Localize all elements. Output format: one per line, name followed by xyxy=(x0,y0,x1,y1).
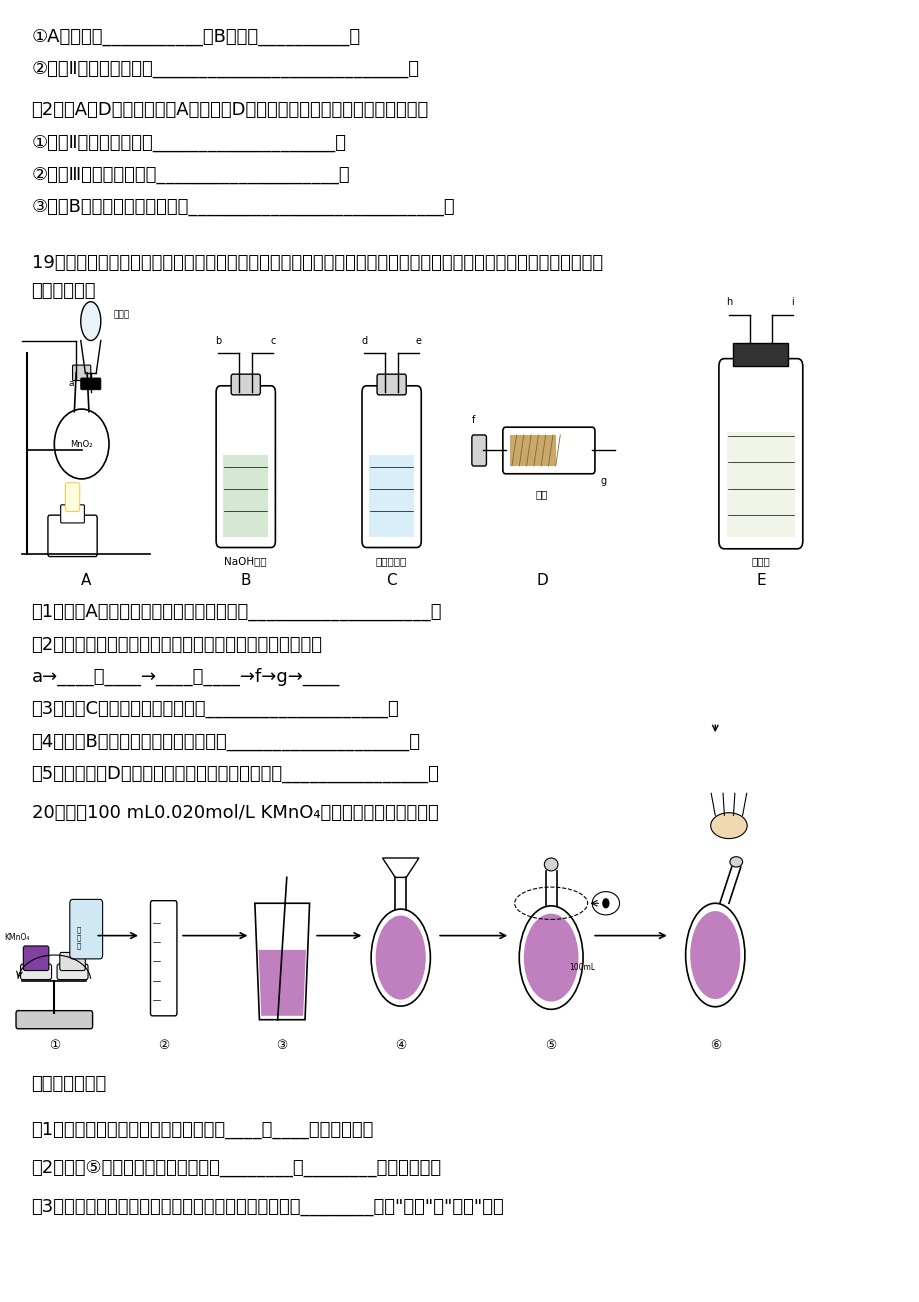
Polygon shape xyxy=(382,858,418,878)
Text: （1）图示中有两步操作不正确，它们是____和____（填序号）。: （1）图示中有两步操作不正确，它们是____和____（填序号）。 xyxy=(31,1121,373,1139)
Ellipse shape xyxy=(729,857,742,867)
Ellipse shape xyxy=(544,858,558,871)
Ellipse shape xyxy=(54,409,108,479)
FancyBboxPatch shape xyxy=(70,900,103,958)
Text: 蒸
馏
水: 蒸 馏 水 xyxy=(77,927,81,949)
FancyBboxPatch shape xyxy=(361,385,421,548)
Ellipse shape xyxy=(602,898,609,909)
FancyBboxPatch shape xyxy=(65,483,80,512)
Ellipse shape xyxy=(375,915,425,1000)
Text: ③: ③ xyxy=(277,1039,288,1052)
Polygon shape xyxy=(255,904,309,1019)
Text: 回答下列问题：: 回答下列问题： xyxy=(31,1075,107,1094)
FancyBboxPatch shape xyxy=(151,901,176,1016)
Text: 铜粉: 铜粉 xyxy=(535,490,548,499)
Text: B: B xyxy=(240,573,251,589)
Text: （4）装置B中发生反应的离子方程式为____________________。: （4）装置B中发生反应的离子方程式为____________________。 xyxy=(31,733,420,750)
Text: e: e xyxy=(415,336,422,345)
Text: A: A xyxy=(81,573,91,589)
Polygon shape xyxy=(258,950,306,1016)
Text: ①: ① xyxy=(49,1039,60,1052)
Text: ④: ④ xyxy=(394,1039,406,1052)
Text: （2）操作⑤图示中的两种仪器分别是________、________（填名称）。: （2）操作⑤图示中的两种仪器分别是________、________（填名称）。 xyxy=(31,1160,441,1177)
FancyBboxPatch shape xyxy=(48,516,97,556)
FancyBboxPatch shape xyxy=(231,374,260,395)
Text: 20、配制100 mL0.020mol/L KMnO₄溶液的过程如下图所示：: 20、配制100 mL0.020mol/L KMnO₄溶液的过程如下图所示： xyxy=(31,803,437,822)
Text: 浓盐酸: 浓盐酸 xyxy=(113,310,130,319)
Text: MnO₂: MnO₂ xyxy=(71,440,93,448)
Ellipse shape xyxy=(393,865,407,878)
Ellipse shape xyxy=(518,906,583,1009)
Bar xyxy=(732,344,788,366)
Text: c: c xyxy=(270,336,276,345)
Bar xyxy=(369,456,414,538)
Text: （2）按气流方向连接各仪器接口的顺序是（填接口字母）：: （2）按气流方向连接各仪器接口的顺序是（填接口字母）： xyxy=(31,635,323,654)
Bar xyxy=(726,432,794,538)
Text: （3）装置C中饱和食盐水的作用是____________________。: （3）装置C中饱和食盐水的作用是____________________。 xyxy=(31,700,399,719)
Ellipse shape xyxy=(523,914,578,1001)
Text: ⑤: ⑤ xyxy=(545,1039,556,1052)
Text: 饱和食盐水: 饱和食盐水 xyxy=(376,556,407,566)
Text: 100mL: 100mL xyxy=(569,963,595,973)
Text: ②: ② xyxy=(158,1039,169,1052)
Ellipse shape xyxy=(81,302,101,341)
Text: 19、某小组同学在实验室以下图所示的仪器和药品，进行氯气和铜粉反应的实验（部分夹持装置已省略）。请按要求回: 19、某小组同学在实验室以下图所示的仪器和药品，进行氯气和铜粉反应的实验（部分夹… xyxy=(31,254,602,272)
Text: ②反应Ⅲ的离子方程式是____________________；: ②反应Ⅲ的离子方程式是____________________； xyxy=(31,165,350,184)
FancyBboxPatch shape xyxy=(377,374,406,395)
FancyBboxPatch shape xyxy=(81,378,101,389)
FancyBboxPatch shape xyxy=(23,947,49,970)
Text: C: C xyxy=(386,573,396,589)
Text: i: i xyxy=(790,297,793,307)
Text: （2）若A、D均为单质，且A为气体，D元素的一种红棕色氧化物常用作颜料。: （2）若A、D均为单质，且A为气体，D元素的一种红棕色氧化物常用作颜料。 xyxy=(31,102,428,120)
Text: （5）加热装置D时，铜粉发生反应的化学方程式为________________。: （5）加热装置D时，铜粉发生反应的化学方程式为________________。 xyxy=(31,764,439,783)
Text: ⑥: ⑥ xyxy=(709,1039,720,1052)
Text: a→____、____→____、____→f→g→____: a→____、____→____、____→f→g→____ xyxy=(31,668,339,686)
Ellipse shape xyxy=(370,909,430,1006)
Text: h: h xyxy=(725,297,732,307)
Text: KMnO₄: KMnO₄ xyxy=(5,934,29,943)
Text: 浓硫酸: 浓硫酸 xyxy=(751,556,769,566)
Text: a: a xyxy=(69,379,74,388)
Text: E: E xyxy=(755,573,765,589)
Bar xyxy=(223,456,267,538)
Text: （1）装置A烧瓶中发生反应的化学方程式为____________________。: （1）装置A烧瓶中发生反应的化学方程式为____________________… xyxy=(31,603,441,621)
FancyBboxPatch shape xyxy=(16,1010,93,1029)
Text: d: d xyxy=(361,336,367,345)
Text: NaOH溶液: NaOH溶液 xyxy=(224,556,267,566)
FancyBboxPatch shape xyxy=(20,963,51,979)
Bar xyxy=(510,435,555,466)
Text: g: g xyxy=(599,477,606,487)
Text: ③检验B中阳离子最好的方法是____________________________。: ③检验B中阳离子最好的方法是__________________________… xyxy=(31,198,455,216)
FancyBboxPatch shape xyxy=(60,953,85,970)
FancyBboxPatch shape xyxy=(57,963,88,979)
Text: f: f xyxy=(471,414,475,424)
Text: ①A的化学式___________、B的俗名__________；: ①A的化学式___________、B的俗名__________； xyxy=(31,27,360,46)
FancyBboxPatch shape xyxy=(61,505,85,523)
Text: b: b xyxy=(215,336,221,345)
Text: ①反应Ⅱ的离子方程式是____________________；: ①反应Ⅱ的离子方程式是____________________； xyxy=(31,134,346,151)
FancyBboxPatch shape xyxy=(73,365,91,380)
Ellipse shape xyxy=(592,892,618,915)
Ellipse shape xyxy=(710,812,746,838)
Text: 答下列问题：: 答下列问题： xyxy=(31,283,96,301)
FancyBboxPatch shape xyxy=(503,427,595,474)
FancyBboxPatch shape xyxy=(471,435,486,466)
FancyBboxPatch shape xyxy=(718,358,802,549)
Text: （3）如果用图示的操作配制溶液，所配制的溶液浓度将________（填"偏大"或"偏小"）。: （3）如果用图示的操作配制溶液，所配制的溶液浓度将________（填"偏大"或… xyxy=(31,1198,504,1216)
FancyBboxPatch shape xyxy=(216,385,275,548)
Ellipse shape xyxy=(689,911,740,999)
Ellipse shape xyxy=(685,904,744,1006)
Text: ②反应Ⅱ的离子方程式是____________________________。: ②反应Ⅱ的离子方程式是____________________________。 xyxy=(31,60,419,78)
Text: D: D xyxy=(536,573,548,589)
